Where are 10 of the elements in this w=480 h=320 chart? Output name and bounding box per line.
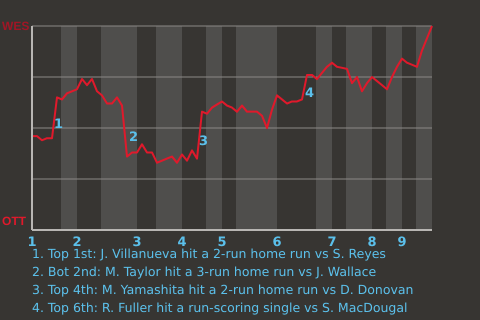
text: 2. Bot 2nd: M. Taylor hit a 3-run home run vs J. Wallace (32, 263, 378, 281)
text: 3. Top 4th: M. Yamashita hit a 2-run home run vs D. Donovan (32, 281, 414, 299)
text: WES (2, 18, 30, 34)
annotation: 2 (129, 130, 138, 146)
annotation: 1 (54, 117, 64, 133)
annotation: 3 (199, 134, 208, 150)
text: OTT (2, 213, 26, 229)
x-tick-label: 9 (397, 235, 407, 250)
text: 4. Top 6th: R. Fuller hit a run-scoring single vs S. MacDougal (32, 299, 408, 317)
annotation: 4 (305, 86, 314, 102)
